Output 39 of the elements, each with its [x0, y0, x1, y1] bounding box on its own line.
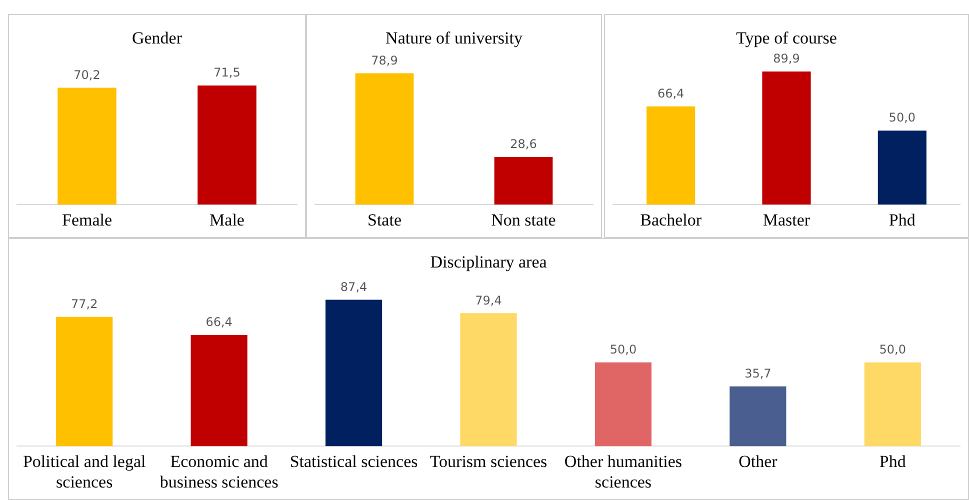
x-tick-label: Master: [762, 210, 810, 230]
x-tick-label: Male: [210, 210, 244, 230]
x-tick-label: Phd: [879, 452, 906, 471]
x-tick-label: Economic and business sciences: [160, 452, 278, 492]
x-tick-label: Phd: [888, 210, 916, 230]
data-label: 50,0: [879, 342, 906, 357]
x-tick-label: Tourism sciences: [430, 452, 548, 471]
bar: [56, 316, 113, 446]
bar: [730, 386, 786, 446]
data-label: 89,9: [773, 52, 800, 66]
bar: [460, 313, 517, 446]
bar: [864, 362, 921, 446]
data-label: 66,4: [206, 315, 232, 330]
x-tick-label: Female: [62, 210, 112, 230]
data-label: 77,2: [71, 296, 98, 311]
data-label: 35,7: [744, 366, 772, 381]
x-tick-label: Other: [738, 452, 778, 471]
data-label: 28,6: [510, 137, 537, 152]
data-label: 78,9: [371, 53, 398, 68]
chart-title: Disciplinary area: [430, 252, 548, 272]
x-tick-label: Statistical sciences: [290, 452, 418, 471]
data-label: 70,2: [74, 68, 100, 82]
data-label: 79,4: [475, 293, 502, 308]
x-tick-label: Political and legal sciences: [22, 452, 146, 492]
chart-title: Gender: [132, 28, 182, 48]
chart-title: Nature of university: [386, 28, 523, 48]
bar: [325, 300, 382, 446]
data-label: 50,0: [610, 342, 637, 357]
x-tick-label: State: [368, 210, 402, 230]
bar: [190, 334, 248, 446]
chart-title: Type of course: [736, 28, 837, 48]
data-label: 66,4: [657, 86, 684, 100]
data-label: 71,5: [214, 66, 240, 80]
x-tick-label: Other humanities sciences: [564, 452, 682, 492]
data-label: 50,0: [888, 110, 916, 125]
x-tick-label: Non state: [491, 210, 556, 230]
x-tick-label: Bachelor: [640, 210, 702, 230]
bar: [594, 362, 652, 446]
data-label: 87,4: [340, 280, 368, 294]
